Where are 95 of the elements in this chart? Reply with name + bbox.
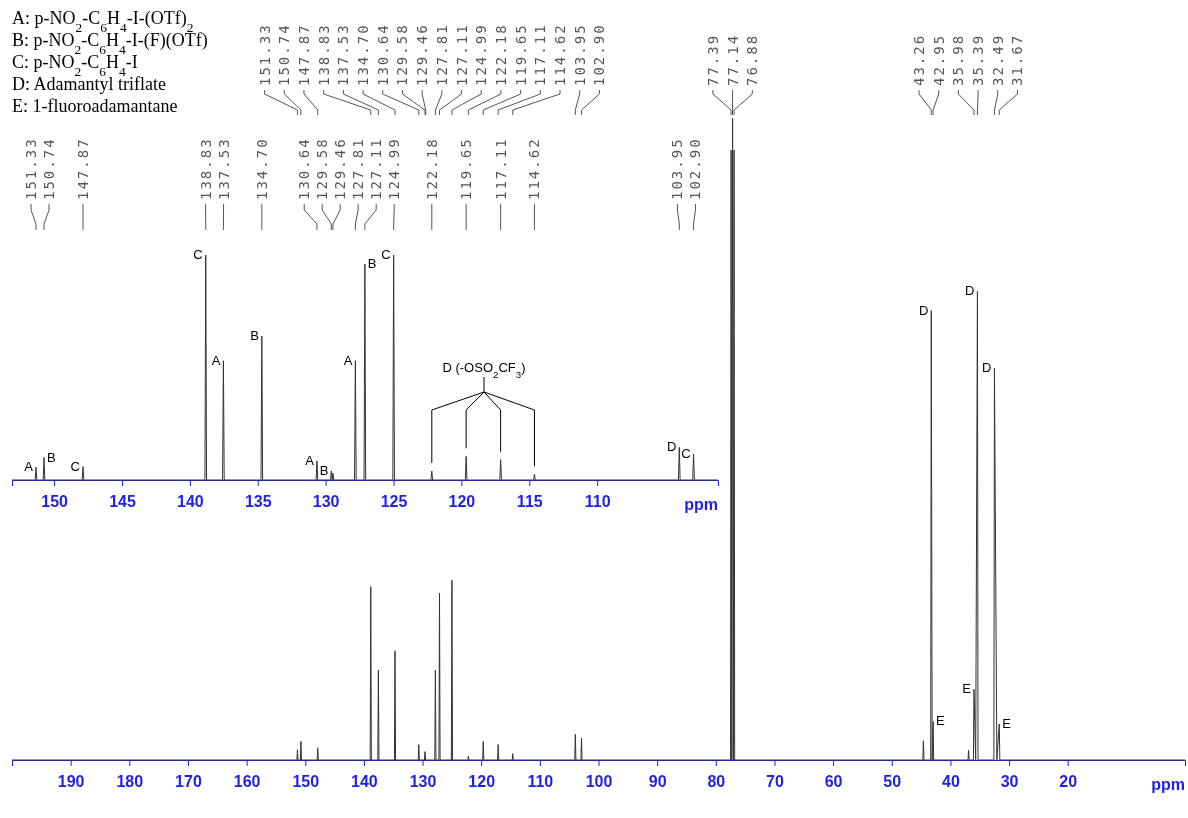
annotation: A bbox=[24, 459, 34, 475]
annotation: 129.46 bbox=[332, 137, 349, 200]
annotation: D bbox=[918, 302, 929, 318]
annotation: 147.87 bbox=[296, 23, 312, 86]
annotation: C bbox=[681, 446, 691, 462]
annotation: 32.49 bbox=[989, 33, 1006, 86]
annotation: 137.53 bbox=[215, 137, 232, 200]
annotation: 150.74 bbox=[41, 137, 58, 200]
annotation: 129.58 bbox=[314, 137, 331, 200]
annotation: 134.70 bbox=[253, 137, 270, 200]
x-tick-label: 180 bbox=[116, 772, 144, 790]
x-tick-label: 150 bbox=[292, 772, 320, 790]
annotation: 151.33 bbox=[23, 137, 40, 200]
annotation: 137.53 bbox=[335, 23, 352, 86]
annotation: 77.14 bbox=[724, 33, 741, 86]
x-tick-label: 90 bbox=[648, 772, 667, 790]
x-tick-label: 160 bbox=[233, 772, 261, 790]
annotation: 76.88 bbox=[744, 33, 761, 86]
x-axis-title: ppm bbox=[1151, 776, 1185, 793]
annotation: 124.99 bbox=[386, 137, 403, 200]
x-tick-label: 40 bbox=[942, 772, 960, 790]
x-tick-label: 145 bbox=[109, 492, 136, 510]
x-tick-label: 120 bbox=[468, 772, 496, 790]
annotation: 138.83 bbox=[315, 23, 332, 86]
annotation: A bbox=[343, 352, 353, 368]
annotation: 127.11 bbox=[453, 23, 470, 86]
annotation: 43.26 bbox=[911, 33, 928, 86]
annotation: 114.62 bbox=[552, 23, 568, 86]
x-tick-label: 130 bbox=[312, 492, 340, 510]
annotation: 114.62 bbox=[526, 137, 543, 200]
annotation: 103.95 bbox=[669, 137, 686, 200]
annotation: D (-OSO$_{2}$CF$_{3}$) bbox=[442, 360, 526, 380]
annotation: 122.18 bbox=[423, 137, 440, 200]
annotation: 138.83 bbox=[197, 137, 214, 200]
annotation: 119.65 bbox=[458, 137, 475, 200]
x-tick-label: 150 bbox=[41, 492, 69, 510]
annotation: 129.46 bbox=[414, 23, 431, 86]
x-tick-label: 100 bbox=[585, 772, 613, 790]
x-tick-label: 135 bbox=[244, 492, 272, 510]
annotation: 129.58 bbox=[394, 23, 411, 86]
annotation: B bbox=[47, 449, 56, 465]
annotation: D bbox=[666, 439, 677, 455]
annotation: 122.18 bbox=[492, 23, 509, 86]
x-tick-label: 140 bbox=[351, 772, 378, 790]
annotation: B bbox=[319, 463, 329, 478]
annotation: 124.99 bbox=[473, 23, 490, 86]
x-tick-label: 60 bbox=[824, 772, 843, 790]
annotation: 150.74 bbox=[276, 23, 293, 86]
annotation: A bbox=[211, 352, 221, 368]
annotation: E bbox=[962, 681, 972, 697]
annotation: 42.95 bbox=[930, 33, 947, 86]
annotation: D bbox=[982, 360, 992, 376]
annotation: B bbox=[250, 328, 259, 343]
annotation: C bbox=[70, 458, 81, 474]
x-tick-label: 130 bbox=[409, 772, 437, 790]
annotation: 130.64 bbox=[374, 23, 391, 86]
x-axis-title: ppm bbox=[684, 496, 718, 513]
annotation: 102.90 bbox=[687, 137, 704, 200]
annotation: 117.11 bbox=[532, 23, 549, 86]
annotation: D bbox=[965, 283, 975, 299]
annotation: C bbox=[193, 247, 203, 262]
x-tick-label: 125 bbox=[380, 492, 408, 510]
annotation: 117.11 bbox=[492, 137, 509, 200]
annotation: E bbox=[1002, 716, 1012, 732]
annotation: 103.95 bbox=[571, 23, 588, 86]
annotation: 77.39 bbox=[704, 33, 721, 86]
x-tick-label: 20 bbox=[1059, 772, 1078, 790]
annotation: 102.90 bbox=[591, 23, 608, 86]
x-tick-label: 115 bbox=[516, 492, 543, 510]
annotation: E bbox=[936, 713, 946, 729]
x-tick-label: 120 bbox=[448, 492, 476, 510]
x-tick-label: 110 bbox=[527, 772, 554, 790]
x-tick-label: 50 bbox=[883, 772, 902, 790]
annotation: 127.81 bbox=[350, 137, 367, 200]
annotation: 35.98 bbox=[950, 33, 967, 86]
text: E: 1-fluoroadamantane bbox=[12, 96, 178, 116]
annotation: 31.67 bbox=[1009, 33, 1026, 86]
annotation: A bbox=[305, 452, 315, 468]
annotation: C bbox=[381, 247, 391, 262]
annotation: B bbox=[367, 256, 377, 271]
annotation: 35.39 bbox=[970, 33, 987, 86]
x-tick-label: 170 bbox=[175, 772, 202, 790]
x-tick-label: 30 bbox=[1000, 772, 1019, 790]
x-tick-label: 70 bbox=[766, 772, 784, 790]
annotation: 119.65 bbox=[512, 23, 529, 86]
annotation: 127.11 bbox=[368, 137, 385, 200]
annotation: 147.87 bbox=[75, 137, 92, 200]
annotation: 151.33 bbox=[256, 23, 273, 86]
annotation: 130.64 bbox=[296, 137, 313, 200]
x-tick-label: 110 bbox=[584, 492, 611, 510]
x-tick-label: 80 bbox=[707, 772, 726, 790]
annotation: 127.81 bbox=[433, 23, 450, 86]
x-tick-label: 190 bbox=[57, 772, 85, 790]
x-tick-label: 140 bbox=[177, 492, 204, 510]
annotation: 134.70 bbox=[355, 23, 372, 86]
